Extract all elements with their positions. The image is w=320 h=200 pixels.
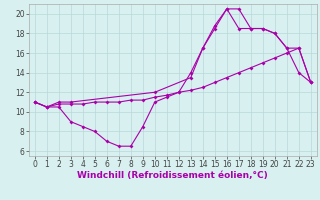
X-axis label: Windchill (Refroidissement éolien,°C): Windchill (Refroidissement éolien,°C) [77, 171, 268, 180]
